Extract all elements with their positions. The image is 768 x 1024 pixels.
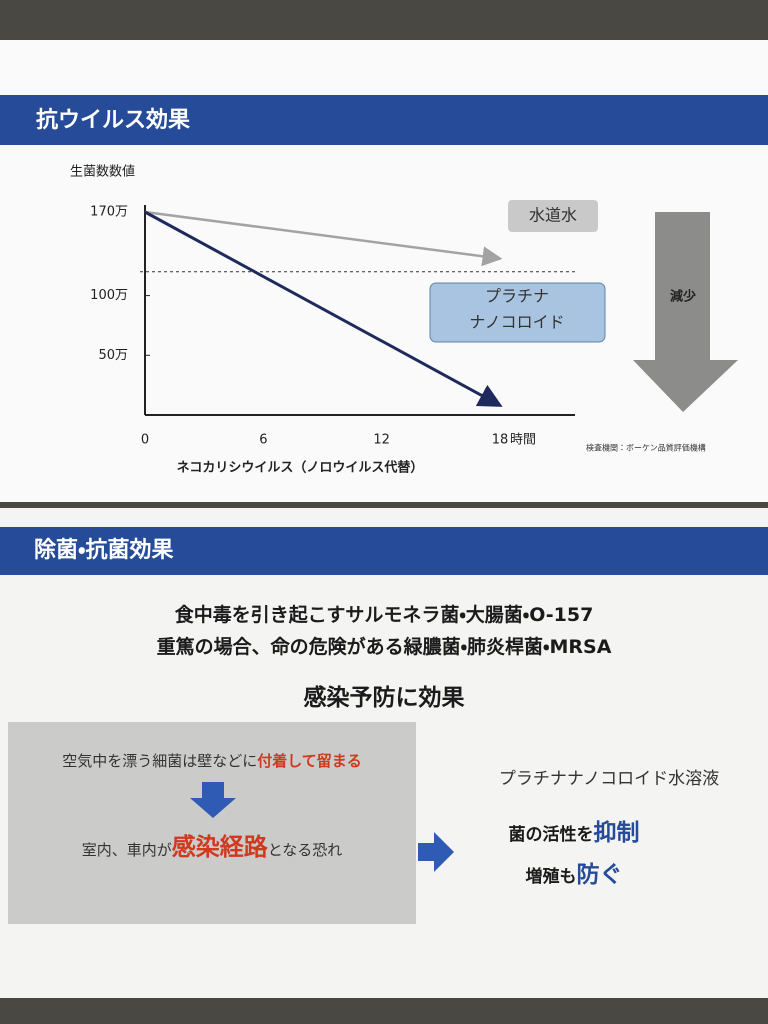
y-tick-label: 50万 bbox=[98, 348, 128, 363]
series-label: ナノコロイド bbox=[469, 313, 564, 332]
cause-line: 空気中を漂う細菌は壁などに付着して留まる bbox=[8, 750, 416, 771]
lead-line: 重篤の場合、命の危険がある緑膿菌・肺炎桿菌・MRSA bbox=[156, 636, 612, 658]
emphasis: 防ぐ bbox=[576, 862, 623, 888]
cause-box: 空気中を漂う細菌は壁などに付着して留まる 室内、車内が感染経路となる恐れ bbox=[8, 722, 416, 924]
text: 空気中を漂う細菌は壁などに bbox=[62, 752, 258, 770]
x-tick-label: 12 bbox=[373, 433, 390, 448]
y-tick-label: 100万 bbox=[90, 288, 128, 303]
headline: 感染予防に効果 bbox=[303, 685, 465, 711]
chart: 抗ウイルス効果 生菌数数値 ネコカリシウイルス（ノロウイルス代替） 検査機関：ボ… bbox=[0, 95, 768, 476]
data-line bbox=[144, 210, 503, 267]
text: 増殖も bbox=[525, 867, 577, 887]
cause-line: 室内、車内が感染経路となる恐れ bbox=[8, 832, 416, 865]
x-tick-label: 0 bbox=[141, 433, 149, 448]
emphasis: 付着して留まる bbox=[257, 752, 362, 770]
text: 菌の活性を bbox=[508, 825, 594, 845]
text: となる恐れ bbox=[267, 841, 343, 859]
arrow-label: 減少 bbox=[670, 289, 696, 305]
header-bar bbox=[0, 95, 768, 145]
text: 室内、車内が bbox=[81, 841, 172, 859]
decrease-arrow bbox=[633, 212, 738, 412]
x-axis-title: ネコカリシウイルス（ノロウイルス代替） bbox=[177, 460, 424, 476]
series-label: 水道水 bbox=[529, 206, 577, 225]
x-unit: 時間 bbox=[510, 433, 536, 448]
result-title: プラチナナノコロイド水溶液 bbox=[498, 769, 720, 789]
source: 検査機関：ボーケン品質評価機構 bbox=[586, 443, 706, 453]
emphasis: 抑制 bbox=[593, 820, 640, 846]
annotation-box bbox=[429, 282, 606, 343]
down-arrow bbox=[190, 782, 236, 818]
series-label: プラチナ bbox=[485, 287, 549, 306]
section-heading: 抗ウイルス効果 bbox=[36, 107, 190, 133]
lead-line: 食中毒を引き起こすサルモネラ菌・大腸菌・O-157 bbox=[174, 604, 594, 626]
y-tick-label: 170万 bbox=[90, 205, 128, 220]
section-heading: 除菌・抗菌効果 bbox=[0, 527, 768, 575]
annotation-box bbox=[508, 200, 598, 232]
emphasis: 感染経路 bbox=[171, 833, 268, 861]
x-tick-label: 6 bbox=[259, 433, 267, 448]
data-line bbox=[144, 210, 503, 407]
result-line: 増殖も防ぐ bbox=[450, 858, 698, 894]
right-arrow bbox=[418, 832, 454, 872]
y-axis-label: 生菌数数値 bbox=[70, 164, 135, 180]
result-line: 菌の活性を抑制 bbox=[450, 816, 698, 852]
x-tick-label: 18 bbox=[492, 433, 509, 448]
